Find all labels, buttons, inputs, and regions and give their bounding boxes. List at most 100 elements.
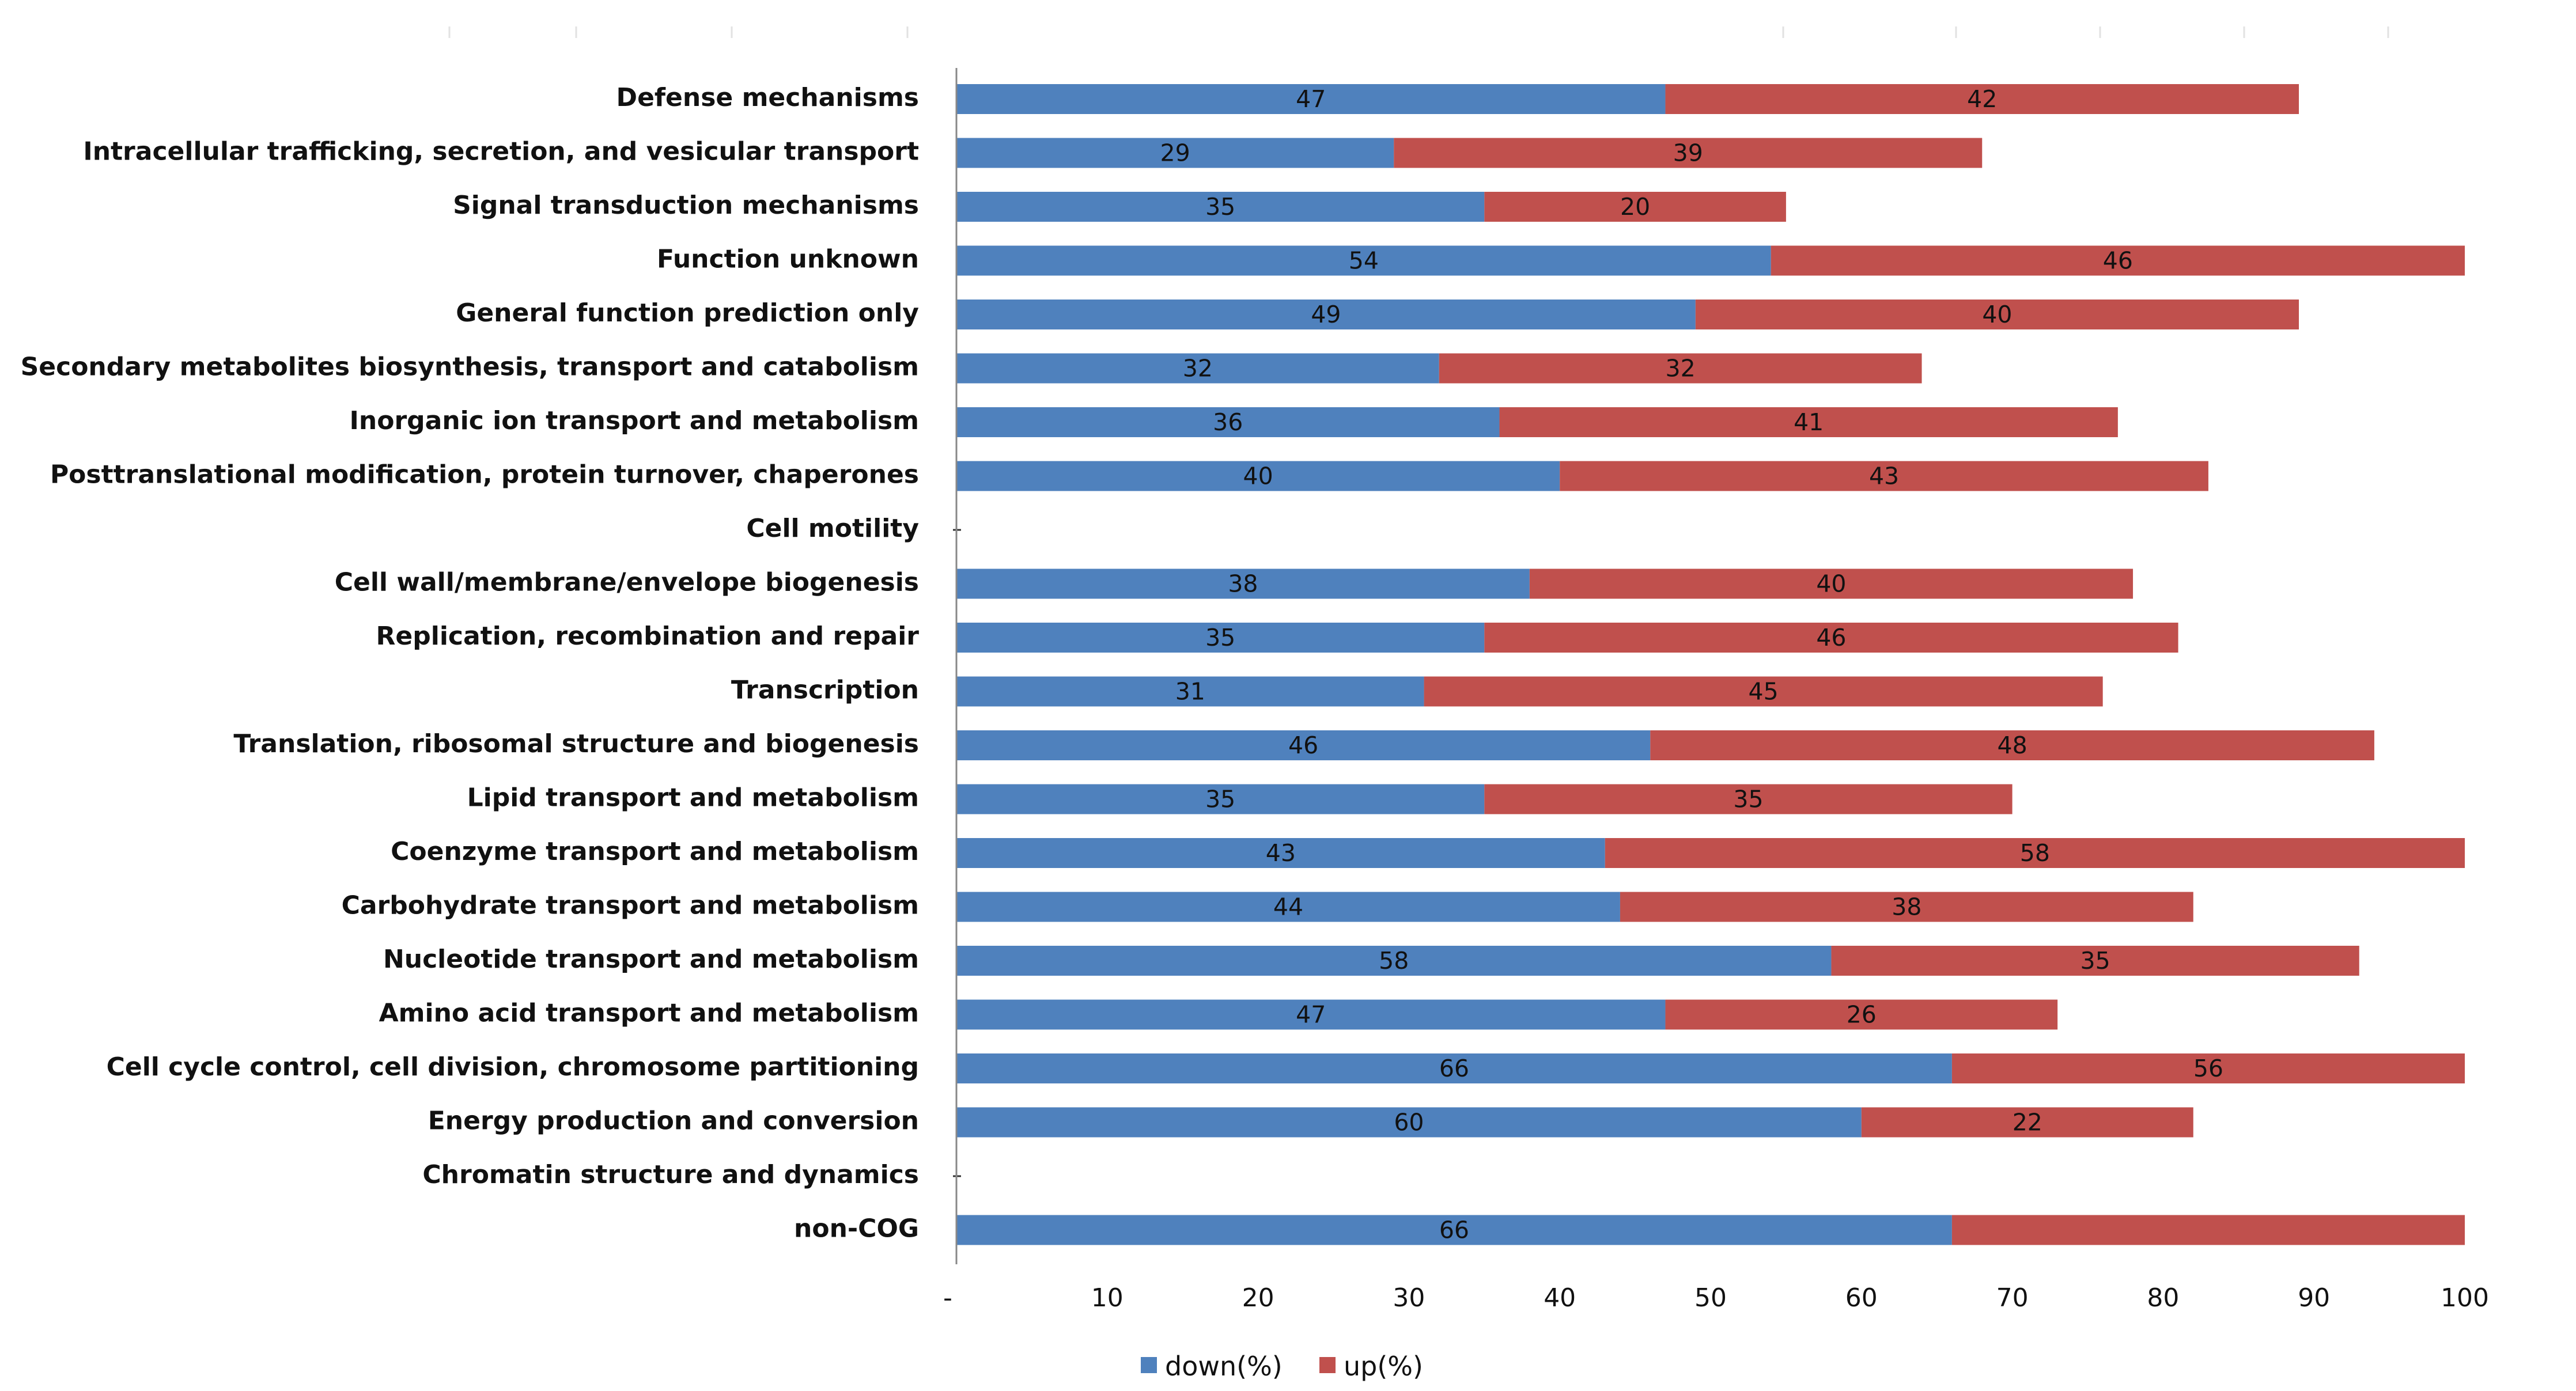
bar-down <box>956 192 1485 222</box>
category-label: Defense mechanisms <box>616 83 919 112</box>
category-label: Inorganic ion transport and metabolism <box>350 406 919 435</box>
bar-down <box>956 407 1500 437</box>
bar-up <box>1439 353 1922 384</box>
data-label-up: 22 <box>2013 1109 2042 1136</box>
x-tick-label: 100 <box>2441 1283 2489 1313</box>
x-tick-label: 40 <box>1544 1283 1576 1313</box>
legend-label: up(%) <box>1344 1351 1423 1382</box>
bar-up <box>1831 946 2359 976</box>
x-tick-label: 20 <box>1242 1283 1274 1313</box>
bar-down <box>956 84 1666 114</box>
data-label-up: 39 <box>1673 139 1703 167</box>
bars <box>953 84 2465 1245</box>
x-tick-label: - <box>943 1283 952 1313</box>
bar-up <box>1529 568 2134 599</box>
bar-up <box>1620 892 2193 922</box>
data-label-down: 44 <box>1273 893 1303 921</box>
data-label-down: 58 <box>1379 947 1409 975</box>
category-label: Chromatin structure and dynamics <box>422 1160 919 1189</box>
category-label: Transcription <box>731 676 919 705</box>
category-label: Coenzyme transport and metabolism <box>391 837 919 866</box>
data-label-up: 48 <box>1998 731 2027 759</box>
bar-down <box>956 946 1832 976</box>
category-label: Energy production and conversion <box>428 1106 919 1136</box>
data-label-down: 66 <box>1439 1055 1469 1082</box>
data-label-up: 46 <box>2103 247 2133 275</box>
bar-up <box>1665 84 2299 114</box>
bar-down <box>956 1053 1952 1083</box>
bar-up <box>1424 676 2103 707</box>
category-label: Cell wall/membrane/envelope biogenesis <box>335 568 919 597</box>
category-label: Function unknown <box>657 245 919 274</box>
bar-up <box>1605 838 2465 868</box>
bar-up <box>1484 192 1786 222</box>
data-label-down: 31 <box>1175 678 1205 706</box>
category-label: Translation, ribosomal structure and bio… <box>233 729 919 759</box>
bar-up <box>1695 300 2299 329</box>
data-label-up: 32 <box>1666 355 1696 382</box>
bar-down <box>956 784 1485 814</box>
x-tick-label: 70 <box>1996 1283 2029 1313</box>
bar-up <box>1484 784 2013 814</box>
bar-up <box>1650 730 2374 760</box>
bar-down <box>956 892 1620 922</box>
bar-up <box>1861 1107 2193 1138</box>
category-label: Lipid transport and metabolism <box>467 783 919 813</box>
data-label-down: 66 <box>1439 1216 1469 1244</box>
x-tick-label: 80 <box>2147 1283 2179 1313</box>
x-tick-label: 30 <box>1393 1283 1425 1313</box>
bar-down <box>956 461 1560 491</box>
data-label-down: 35 <box>1205 624 1235 651</box>
bar-up <box>1484 623 2178 653</box>
category-label: non-COG <box>794 1214 919 1244</box>
category-label: Nucleotide transport and metabolism <box>383 945 919 974</box>
bar-down <box>956 838 1605 868</box>
data-label-up: 40 <box>1982 301 2012 328</box>
bar-up <box>1560 461 2208 491</box>
data-label-up: 40 <box>1816 570 1846 598</box>
data-label-up: 42 <box>1967 85 1997 113</box>
bar-down <box>956 676 1424 707</box>
category-labels: Defense mechanisms Intracellular traffick… <box>21 83 920 1244</box>
category-label: Secondary metabolites biosynthesis, tran… <box>21 353 919 382</box>
bar-down <box>956 138 1394 168</box>
data-label-down: 32 <box>1183 355 1213 382</box>
data-label-up: 35 <box>1733 786 1763 813</box>
x-axis-tick-labels: - 10 20 30 40 50 60 70 80 90 100 <box>943 1283 2489 1313</box>
bar-up <box>1665 999 2058 1030</box>
bar-down <box>956 300 1696 329</box>
category-label: Intracellular trafficking, secretion, an… <box>83 137 919 166</box>
data-label-up: 43 <box>1869 463 1899 490</box>
data-label-up: 26 <box>1847 1001 1877 1029</box>
data-label-down: 60 <box>1394 1109 1424 1136</box>
data-label-up: 45 <box>1749 678 1779 706</box>
data-label-up: 56 <box>2193 1055 2223 1082</box>
bar-up <box>1499 407 2118 437</box>
category-label: Cell cycle control, cell division, chrom… <box>107 1052 919 1082</box>
bar-up <box>1951 1215 2465 1245</box>
data-label-up: 46 <box>1816 624 1846 651</box>
data-label-down: 43 <box>1266 839 1296 867</box>
x-tick-label: 10 <box>1091 1283 1124 1313</box>
category-label: Cell motility <box>746 514 919 543</box>
data-label-down: 38 <box>1228 570 1258 598</box>
data-label-down: 46 <box>1288 731 1318 759</box>
data-label-down: 35 <box>1205 193 1235 221</box>
data-label-down: 54 <box>1349 247 1379 275</box>
data-label-down: 29 <box>1160 139 1190 167</box>
bar-down <box>956 245 1771 276</box>
data-label-down: 47 <box>1296 85 1326 113</box>
legend-swatch <box>1141 1357 1157 1373</box>
legend-label: down(%) <box>1165 1351 1283 1382</box>
x-tick-label: 90 <box>2298 1283 2330 1313</box>
bar-down <box>956 1107 1862 1138</box>
category-label: Amino acid transport and metabolism <box>379 999 919 1028</box>
category-label: General function prediction only <box>456 298 919 328</box>
category-label: Signal transduction mechanisms <box>453 191 919 220</box>
data-label-down: 49 <box>1311 301 1341 328</box>
data-label-up: 58 <box>2020 839 2050 867</box>
x-tick-label: 50 <box>1694 1283 1727 1313</box>
bar-down <box>956 999 1666 1030</box>
